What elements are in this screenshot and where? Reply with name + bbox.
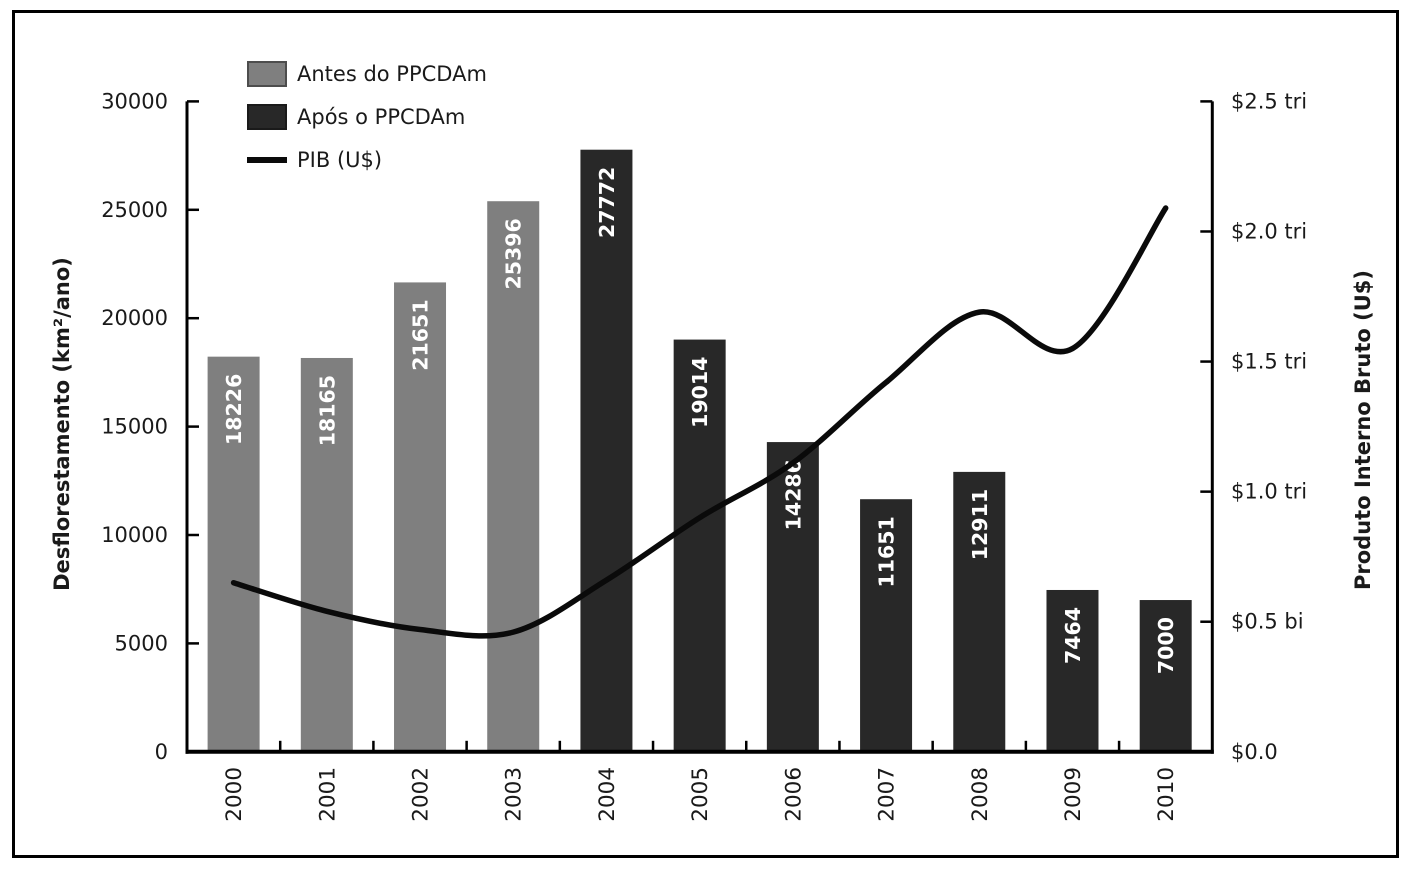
bar-2007 — [860, 499, 913, 752]
legend-item-antes: Antes do PPCDAm — [247, 61, 487, 87]
bar-label-2001: 18165 — [315, 375, 339, 446]
right-tick-label: $1.5 tri — [1231, 350, 1307, 374]
bar-2000 — [207, 356, 260, 752]
bar-2005 — [673, 339, 726, 752]
legend-item-apos: Após o PPCDAm — [247, 104, 487, 130]
left-tick-label: 10000 — [101, 523, 168, 547]
bar-2008 — [953, 471, 1006, 752]
x-label-2003: 2003 — [502, 767, 527, 822]
right-tick-label: $2.5 tri — [1231, 89, 1307, 113]
x-label-2010: 2010 — [1154, 767, 1179, 822]
x-label-2006: 2006 — [781, 767, 806, 822]
x-label-2005: 2005 — [688, 767, 713, 822]
bar-2001 — [300, 357, 353, 752]
right-tick-label: $1.0 tri — [1231, 480, 1307, 504]
antes-swatch-icon — [247, 61, 287, 87]
x-label-2004: 2004 — [595, 767, 620, 822]
bar-2004 — [580, 149, 633, 752]
bar-label-2007: 11651 — [875, 516, 899, 587]
legend-label-apos: Após o PPCDAm — [297, 104, 466, 129]
left-tick-label: 0 — [155, 740, 168, 764]
legend-label-pib: PIB (U$) — [297, 147, 383, 172]
pib-line-swatch-icon — [247, 157, 287, 163]
right-tick-label: $0.5 bi — [1231, 610, 1304, 634]
x-label-2002: 2002 — [409, 767, 434, 822]
bar-label-2008: 12911 — [968, 489, 992, 560]
bar-label-2009: 7464 — [1061, 607, 1085, 664]
bar-2002 — [394, 282, 447, 752]
right-tick-label: $0.0 — [1231, 740, 1278, 764]
right-tick-label: $2.0 tri — [1231, 219, 1307, 243]
left-axis-title: Desflorestamento (km²/ano) — [50, 257, 74, 591]
bar-2009 — [1046, 589, 1099, 752]
bar-label-2004: 27772 — [595, 167, 619, 238]
x-label-2001: 2001 — [315, 767, 340, 822]
left-tick-label: 25000 — [101, 198, 168, 222]
x-label-2008: 2008 — [968, 767, 993, 822]
bar-label-2000: 18226 — [222, 374, 246, 445]
x-label-2009: 2009 — [1061, 767, 1086, 822]
legend-item-pib: PIB (U$) — [247, 147, 487, 173]
pib-line — [230, 205, 1169, 639]
left-tick-label: 5000 — [115, 631, 168, 655]
bar-label-2003: 25396 — [502, 218, 526, 289]
bar-2003 — [487, 201, 540, 752]
x-label-2000: 2000 — [222, 767, 247, 822]
bar-label-2005: 19014 — [688, 357, 712, 428]
figure-border — [12, 10, 1399, 858]
left-tick-label: 15000 — [101, 415, 168, 439]
right-axis-title: Produto Interno Bruto (U$) — [1351, 270, 1375, 590]
bar-2010 — [1139, 600, 1192, 752]
left-tick-label: 30000 — [101, 89, 168, 113]
bar-2006 — [766, 442, 819, 752]
legend: Antes do PPCDAm Após o PPCDAm PIB (U$) — [247, 61, 487, 173]
legend-label-antes: Antes do PPCDAm — [297, 61, 487, 86]
x-label-2007: 2007 — [875, 767, 900, 822]
bar-label-2010: 7000 — [1154, 617, 1178, 674]
left-tick-label: 20000 — [101, 306, 168, 330]
apos-swatch-icon — [247, 104, 287, 130]
bar-label-2002: 21651 — [409, 299, 433, 370]
